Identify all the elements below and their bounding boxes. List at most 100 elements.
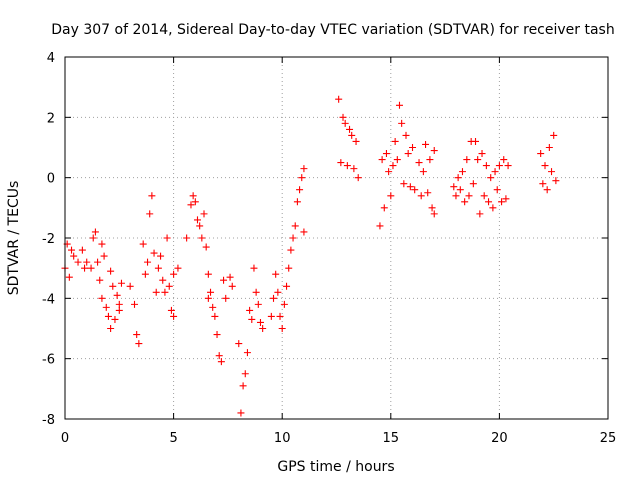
data-point	[476, 210, 484, 218]
data-point	[548, 168, 556, 176]
data-point	[217, 358, 225, 366]
data-point	[135, 340, 143, 348]
data-point	[285, 264, 293, 272]
data-point	[398, 119, 406, 127]
y-tick-label: 0	[47, 172, 55, 187]
data-point	[337, 159, 345, 167]
data-point	[380, 204, 388, 212]
data-point	[335, 95, 343, 103]
data-point	[385, 168, 393, 176]
data-point	[207, 288, 215, 296]
data-point	[152, 288, 160, 296]
data-point	[504, 162, 512, 170]
chart-title: Day 307 of 2014, Sidereal Day-to-day VTE…	[51, 22, 614, 38]
data-point	[200, 210, 208, 218]
data-point	[170, 270, 178, 278]
data-point	[391, 137, 399, 145]
data-point	[502, 195, 510, 203]
data-point	[346, 125, 354, 133]
y-tick-label: -4	[42, 292, 55, 307]
data-point	[539, 180, 547, 188]
x-tick-label: 20	[491, 431, 508, 446]
data-point	[146, 210, 154, 218]
data-point	[343, 162, 351, 170]
data-point	[241, 370, 249, 378]
data-point	[387, 192, 395, 200]
data-point	[404, 150, 412, 158]
data-point	[493, 186, 501, 194]
plot-frame	[64, 56, 609, 420]
data-point	[478, 150, 486, 158]
data-point	[209, 303, 217, 311]
data-point	[117, 279, 125, 287]
data-point	[430, 147, 438, 155]
data-point	[239, 382, 247, 390]
data-point	[411, 186, 419, 194]
data-point	[163, 234, 171, 242]
data-point	[252, 288, 260, 296]
data-point	[298, 174, 306, 182]
data-point	[198, 234, 206, 242]
data-point	[339, 113, 347, 121]
data-point	[235, 340, 243, 348]
axis-ticks: 0 5 10 15 20 25 -8 -6 -4 -2 0 2 4	[42, 51, 616, 446]
data-point	[111, 315, 119, 323]
data-point	[211, 312, 219, 320]
y-tick-label: -6	[42, 353, 55, 368]
data-point	[68, 246, 76, 254]
data-point	[419, 168, 427, 176]
data-point	[228, 282, 236, 290]
data-point	[148, 192, 156, 200]
data-point	[545, 144, 553, 151]
y-tick-label: -2	[42, 232, 55, 247]
data-point	[424, 189, 432, 197]
data-point	[144, 258, 152, 266]
data-point	[495, 162, 503, 170]
data-point	[167, 306, 175, 314]
data-point	[270, 294, 278, 302]
data-point	[406, 183, 414, 191]
x-axis-label: GPS time / hours	[277, 459, 394, 475]
data-point	[174, 264, 182, 272]
data-point	[254, 300, 262, 308]
data-point	[100, 252, 108, 260]
data-point	[376, 222, 384, 230]
data-point	[278, 325, 286, 332]
data-point	[456, 186, 464, 194]
data-point	[422, 140, 430, 148]
data-point	[550, 131, 558, 139]
data-point	[400, 180, 408, 188]
data-point	[454, 174, 462, 182]
data-point	[170, 312, 178, 320]
data-point	[74, 258, 82, 266]
data-point	[115, 306, 123, 314]
data-point	[274, 288, 282, 296]
data-point	[283, 282, 291, 290]
data-point	[220, 276, 228, 284]
data-point	[461, 198, 469, 206]
data-point	[102, 303, 110, 311]
data-point	[204, 294, 212, 302]
data-point	[189, 192, 197, 200]
data-point	[89, 234, 97, 242]
data-points	[61, 95, 560, 417]
data-point	[165, 282, 173, 290]
data-point	[115, 300, 123, 308]
data-point	[83, 258, 91, 266]
data-point	[341, 119, 349, 127]
data-point	[469, 180, 477, 188]
data-point	[65, 273, 73, 281]
data-point	[98, 240, 106, 248]
data-point	[463, 156, 471, 164]
data-point	[300, 228, 308, 236]
data-point	[272, 270, 280, 278]
data-point	[300, 165, 308, 173]
data-point	[287, 246, 295, 254]
data-point	[474, 156, 482, 164]
data-point	[289, 234, 297, 242]
data-point	[296, 186, 304, 194]
data-point	[157, 252, 165, 260]
data-point	[450, 183, 458, 191]
data-point	[215, 352, 223, 360]
